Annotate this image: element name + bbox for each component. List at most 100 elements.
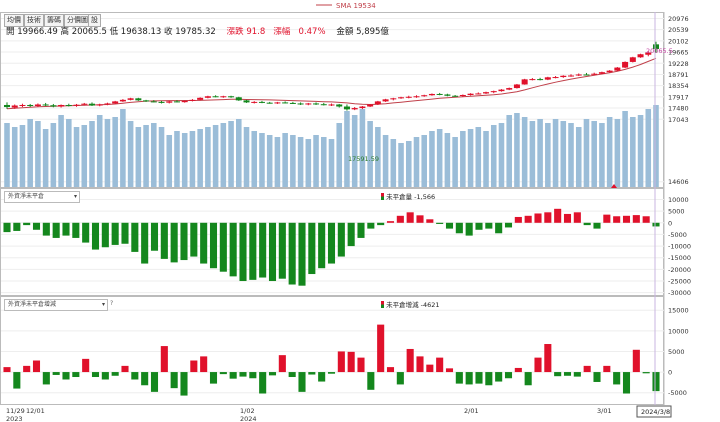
volume-bar <box>521 117 528 187</box>
candle-body <box>289 102 296 104</box>
price-tick-label: 17917 <box>668 93 689 101</box>
volume-bar <box>529 121 536 187</box>
volume-bar <box>351 115 358 187</box>
oi-bar <box>495 222 503 234</box>
candle-body <box>652 44 660 49</box>
sma-line <box>6 57 657 110</box>
candle-body <box>490 91 497 93</box>
price-tick-label: 18791 <box>668 71 689 79</box>
oi-change-bar <box>52 372 60 375</box>
high-value: 20065.5 <box>71 27 107 37</box>
candle-body <box>567 75 575 77</box>
volume-bar <box>27 119 33 187</box>
oi-bar <box>475 222 483 230</box>
oi-bar <box>239 222 247 282</box>
oi-bar <box>642 216 650 223</box>
pct-value: 0.47% <box>298 27 326 37</box>
candle-body <box>382 99 389 102</box>
candle-body <box>220 96 227 98</box>
oi-indicator-select[interactable]: 外資淨未平倉 ▾ <box>4 191 80 203</box>
oi-change-bar <box>23 365 31 373</box>
oi-bar <box>632 215 640 223</box>
oi-change-bar <box>386 367 395 373</box>
candle-body <box>313 103 320 105</box>
candle-body <box>282 102 289 104</box>
oi-change-bar <box>278 355 286 373</box>
volume-bar <box>490 125 497 187</box>
candle-body <box>58 104 65 107</box>
volume-bar <box>630 117 636 187</box>
price-tick-label: 14606 <box>668 178 689 186</box>
candle-body <box>351 108 358 110</box>
event-marker[interactable] <box>611 184 617 188</box>
low-annotation: 17591.59 <box>348 155 379 163</box>
oi-bar <box>583 222 591 226</box>
candle-body <box>81 103 88 105</box>
candle-body <box>328 104 335 106</box>
volume-bar <box>367 121 373 187</box>
oi-change-bar <box>524 372 532 386</box>
tab-technical[interactable]: 技術 <box>24 14 44 27</box>
oi-change-bar <box>42 372 50 385</box>
oi-change-legend-text: 未平倉增減 -4621 <box>386 301 440 309</box>
oi-change-bar <box>436 357 444 373</box>
oi-change-bar <box>13 372 21 389</box>
tab-avg-price[interactable]: 均價 <box>4 14 24 27</box>
volume-bar <box>220 123 227 187</box>
help-icon[interactable]: ? <box>110 300 114 307</box>
candle-body <box>537 79 544 81</box>
volume-bar <box>127 121 134 187</box>
oi-change-bars <box>3 324 660 396</box>
candle-body <box>405 96 412 98</box>
oi-change-bar <box>495 372 503 382</box>
oi-change-bar <box>632 349 640 373</box>
oi-change-bar <box>150 372 159 392</box>
volume-bar <box>81 125 88 187</box>
volume-bar <box>297 137 304 187</box>
candle-body <box>27 104 34 107</box>
oi-change-indicator-select[interactable]: 外資淨未平倉增減 ▾ <box>4 299 108 311</box>
candle-body <box>204 96 211 98</box>
oi-bar <box>377 222 385 226</box>
oi-bar <box>62 222 70 236</box>
volume-bar <box>174 131 180 187</box>
sma-legend-label: SMA 19534 <box>336 2 376 10</box>
oi-change-bar <box>327 372 336 374</box>
oi-bar <box>416 215 424 223</box>
candle-body <box>104 103 111 105</box>
open-label: 開 <box>6 27 15 37</box>
tab-chips[interactable]: 籌碼 <box>44 14 64 27</box>
volume-bar <box>313 135 319 187</box>
volume-bar <box>537 119 543 187</box>
tab-settings[interactable]: 設 <box>88 14 101 27</box>
volume-bar <box>653 105 659 187</box>
oi-change-bar <box>32 360 41 373</box>
volume-bar <box>475 127 482 187</box>
candle-body <box>96 104 103 106</box>
candle-body <box>421 95 428 97</box>
volume-bar <box>344 111 350 187</box>
x-tick-label: 1/02 <box>240 407 255 415</box>
oi-bar <box>32 222 41 230</box>
oi-change-bar <box>268 372 277 376</box>
oi-bar <box>554 208 562 223</box>
candle-body <box>173 101 180 103</box>
candle-body <box>598 72 605 74</box>
oi-bar <box>131 222 139 252</box>
oi-change-bar <box>111 372 119 376</box>
volume-bar <box>50 123 57 187</box>
oi-bar <box>603 214 611 223</box>
candle-body <box>629 57 636 62</box>
candle-body <box>119 99 126 102</box>
volume-bar <box>467 129 474 187</box>
oi-tick-label: -25000 <box>668 278 691 286</box>
tab-price-distribution[interactable]: 分價圖 <box>64 14 91 27</box>
volume-bar <box>104 119 111 187</box>
volume-bar <box>89 121 95 187</box>
candle-body <box>3 104 11 108</box>
volume-bar <box>568 123 574 187</box>
oi-change-bar <box>190 360 198 373</box>
oi-change-bar <box>475 372 483 384</box>
oi-change-bar <box>91 372 100 378</box>
candle-body <box>305 103 312 105</box>
